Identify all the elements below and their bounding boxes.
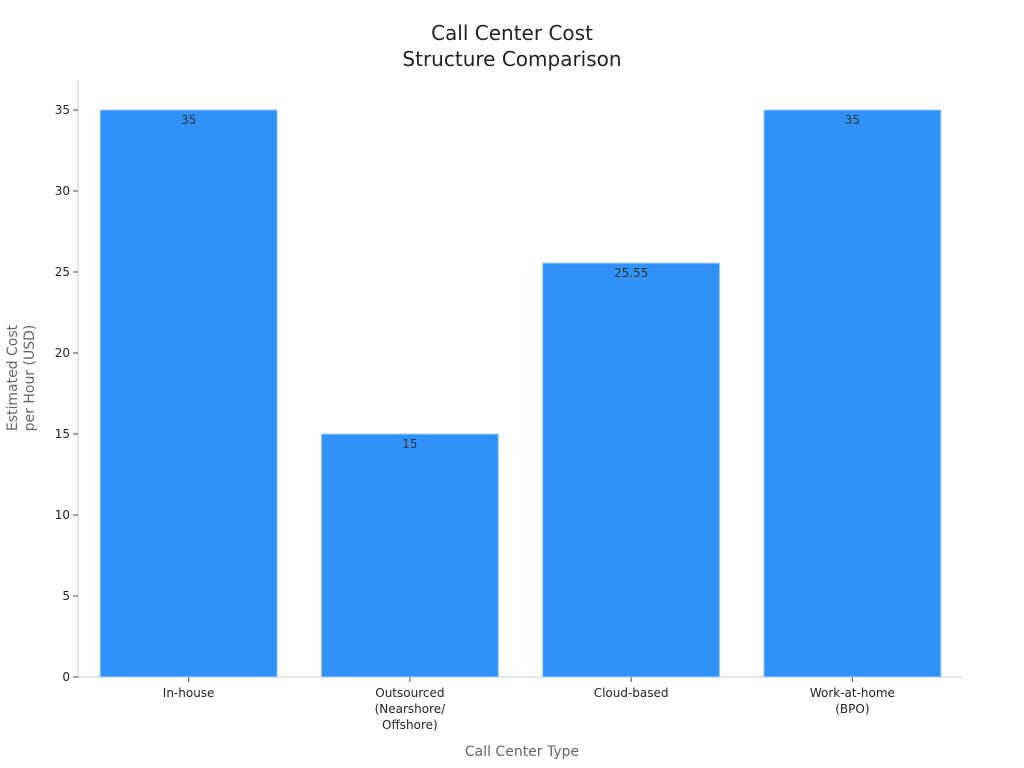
x-tick-label: Outsourced (Nearshore/Offshore) <box>375 686 447 732</box>
data-label: 25.55 <box>614 266 648 280</box>
x-axis-title: Call Center Type <box>465 744 579 760</box>
bar <box>763 109 942 678</box>
y-tick-label: 5 <box>62 589 70 603</box>
y-tick-label: 30 <box>55 184 70 198</box>
x-tick-label: In-house <box>163 686 215 700</box>
y-tick-label: 20 <box>55 346 70 360</box>
data-label: 35 <box>845 113 860 127</box>
y-tick-label: 0 <box>62 670 70 684</box>
y-tick-label: 35 <box>55 103 70 117</box>
y-tick-label: 10 <box>55 508 70 522</box>
chart-title: Call Center Cost Structure Comparison <box>402 21 621 71</box>
x-tick-label: Work-at-home (BPO) <box>810 686 895 716</box>
data-label: 15 <box>402 437 417 451</box>
bar <box>542 262 721 678</box>
y-axis-title: Estimated Costper Hour (USD) <box>5 324 38 431</box>
bar <box>320 433 499 678</box>
x-tick-label: Cloud-based <box>594 686 669 700</box>
bar <box>99 109 278 678</box>
data-label: 35 <box>181 113 196 127</box>
y-tick-label: 15 <box>55 427 70 441</box>
y-tick-label: 25 <box>55 265 70 279</box>
